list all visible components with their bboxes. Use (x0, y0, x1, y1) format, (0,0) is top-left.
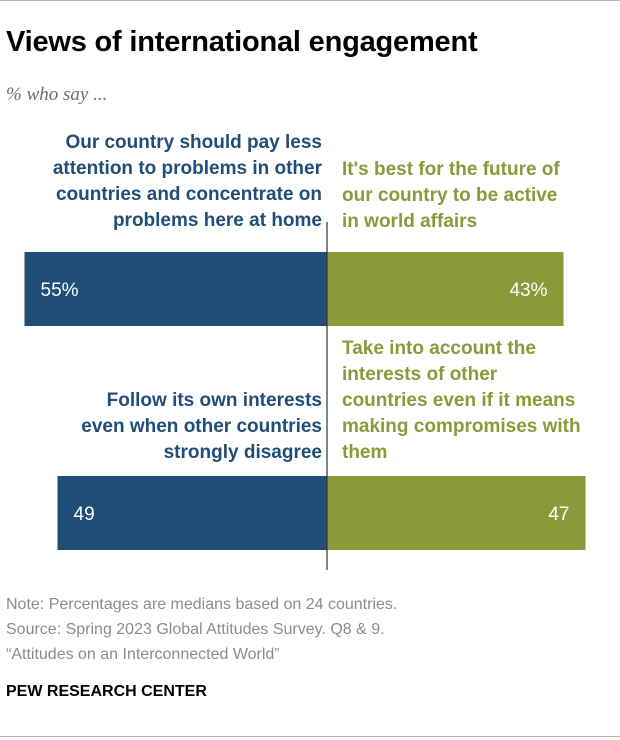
footnote-report: “Attitudes on an Interconnected World” (6, 646, 280, 663)
bar-row1-right (327, 252, 564, 326)
chart-subtitle: % who say ... (6, 84, 108, 105)
chart-title: Views of international engagement (6, 26, 478, 58)
bottom-rule (0, 736, 620, 737)
row1-left-label: Our country should pay less attention to… (53, 130, 322, 234)
top-rule (0, 0, 620, 1)
row2-left-label: Follow its own interests even when other… (81, 388, 322, 466)
row2-right-label-line: making compromises with (342, 416, 581, 437)
footnote-note: Note: Percentages are medians based on 2… (6, 596, 398, 613)
row1-right-label-line: in world affairs (342, 211, 478, 232)
row1-right-label-line: It's best for the future of (342, 159, 560, 180)
row2-left-label-line: Follow its own interests (106, 390, 322, 411)
row2-right-label: Take into account the interests of other… (342, 336, 581, 466)
row2-right-label-line: interests of other (342, 364, 498, 385)
row2-right-label-line: them (342, 442, 388, 463)
bar-row1-left (24, 252, 327, 326)
row1-left-label-line: attention to problems in other (52, 158, 322, 179)
bar-row2-left (57, 476, 327, 550)
bar-row2-right (327, 476, 586, 550)
row1-right-label-line: our country to be active (342, 185, 558, 206)
footnote-source: Source: Spring 2023 Global Attitudes Sur… (6, 621, 385, 638)
row1-right-label: It's best for the future of our country … (342, 157, 560, 235)
value-label-row2-left: 49 (74, 504, 95, 525)
row1-left-label-line: Our country should pay less (65, 132, 322, 153)
row2-right-label-line: countries even if it means (342, 390, 576, 411)
value-label-row2-right: 47 (548, 504, 569, 525)
value-label-row1-left: 55% (41, 280, 79, 301)
row2-left-label-line: strongly disagree (163, 442, 322, 463)
row1-left-label-line: countries and concentrate on (55, 184, 322, 205)
row2-left-label-line: even when other countries (81, 416, 322, 437)
row1-left-label-line: problems here at home (112, 210, 322, 231)
value-label-row1-right: 43% (509, 280, 547, 301)
row2-right-label-line: Take into account the (342, 338, 536, 359)
brand-name: PEW RESEARCH CENTER (6, 683, 207, 700)
